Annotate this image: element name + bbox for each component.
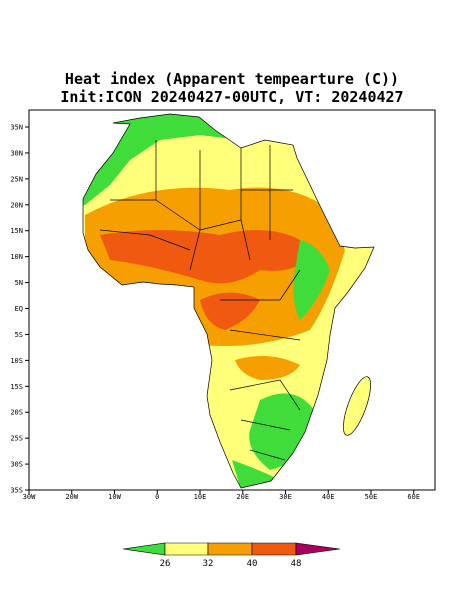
colorbar-segment (164, 542, 209, 556)
heat-zone (235, 356, 300, 380)
y-tick-label: 10S (10, 357, 23, 365)
x-tick-label: 20E (236, 493, 249, 501)
x-tick-label: 10W (108, 493, 121, 501)
borders (82, 113, 375, 489)
y-tick-label: EQ (15, 305, 23, 313)
y-tick-label: 25S (10, 435, 23, 443)
x-tick-label: 60E (407, 493, 420, 501)
heat-zone (100, 230, 315, 284)
y-tick-label: 35N (10, 124, 23, 132)
map-frame (28, 109, 436, 491)
colorbar-label: 48 (291, 559, 302, 569)
title: Heat index (Apparent tempearture (C)) (65, 70, 399, 88)
subtitle: Init:ICON 20240427-00UTC, VT: 20240427 (60, 88, 403, 106)
x-axis: 30W 20W 10W 0 10E 20E 30E 40E 50E 60E (23, 490, 420, 501)
colorbar: 26 32 40 48 (122, 542, 341, 569)
colorbar-label: 40 (247, 559, 258, 569)
y-tick-label: 15S (10, 383, 23, 391)
heat-zone (249, 393, 320, 470)
y-axis: 35N 30N 25N 20N 15N 10N 5N EQ 5S 10S 15S 20S 25S 30S 3… (10, 124, 29, 495)
x-tick-label: 30W (23, 493, 36, 501)
y-tick-label: 35S (10, 487, 23, 495)
heat-zone (293, 240, 330, 320)
x-tick-label: 10E (194, 493, 207, 501)
y-tick-label: 5N (15, 279, 23, 287)
y-tick-label: 20S (10, 409, 23, 417)
y-tick-label: 25N (10, 175, 23, 183)
x-tick-label: 30E (279, 493, 292, 501)
x-tick-label: 50E (365, 493, 378, 501)
colorbar-segment (295, 542, 341, 556)
x-tick-label: 40E (322, 493, 335, 501)
colorbar-label: 32 (203, 559, 214, 569)
x-tick-label: 0 (155, 493, 159, 501)
y-tick-label: 15N (10, 227, 23, 235)
heat-zone (200, 292, 260, 330)
y-tick-label: 30N (10, 149, 23, 157)
colorbar-label: 26 (160, 559, 171, 569)
colorbar-segment (122, 542, 166, 556)
x-tick-label: 20W (65, 493, 78, 501)
y-tick-label: 5S (15, 331, 23, 339)
y-tick-label: 20N (10, 201, 23, 209)
y-tick-label: 30S (10, 461, 23, 469)
colorbar-segment (207, 542, 253, 556)
colorbar-segment (251, 542, 297, 556)
y-tick-label: 10N (10, 253, 23, 261)
